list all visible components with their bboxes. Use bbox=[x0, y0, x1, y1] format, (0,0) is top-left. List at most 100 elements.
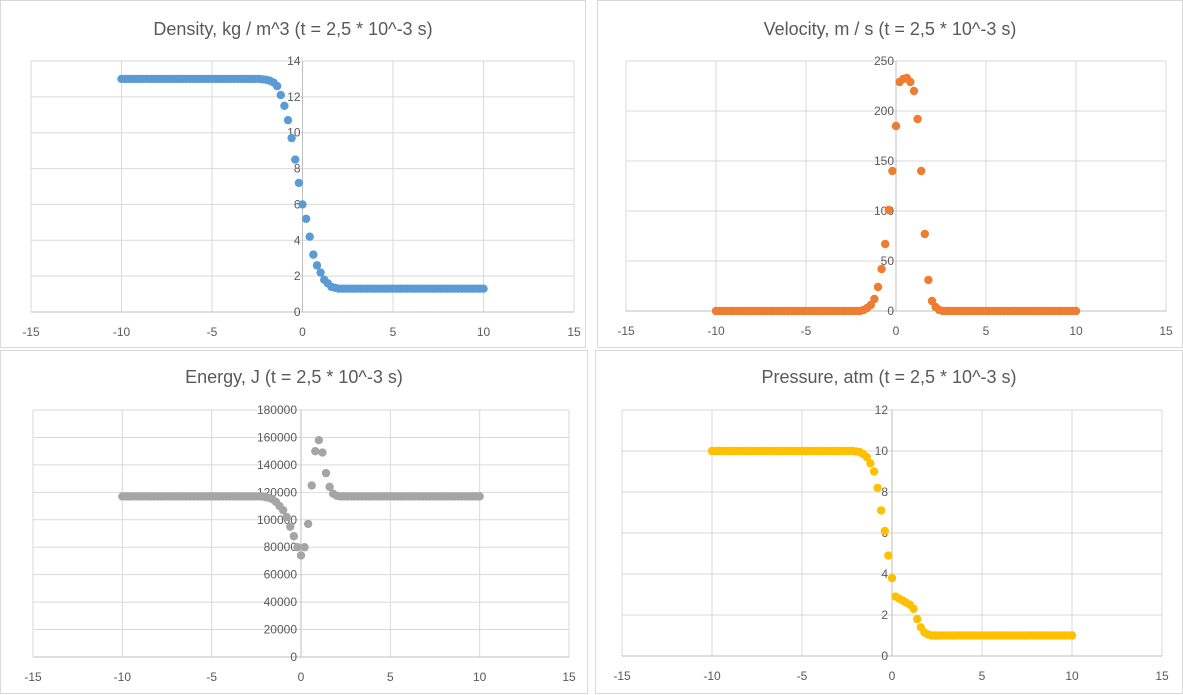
data-point bbox=[291, 155, 300, 164]
data-point bbox=[282, 512, 291, 522]
data-point bbox=[884, 551, 893, 560]
data-point bbox=[880, 526, 889, 536]
y-tick-label: 200 bbox=[874, 104, 894, 118]
data-point bbox=[873, 483, 882, 493]
data-point bbox=[316, 268, 325, 277]
x-tick-label: -15 bbox=[22, 325, 40, 339]
data-point bbox=[887, 573, 897, 583]
y-tick-label: 14 bbox=[287, 54, 301, 68]
data-point bbox=[283, 115, 293, 125]
y-tick-label: 80000 bbox=[264, 540, 298, 554]
x-tick-label: 5 bbox=[979, 669, 986, 683]
x-tick-label: 15 bbox=[1155, 669, 1169, 683]
data-point bbox=[888, 166, 897, 176]
x-tick-label: 15 bbox=[1159, 324, 1173, 338]
x-tick-label: 5 bbox=[983, 324, 990, 338]
x-tick-label: -5 bbox=[797, 669, 808, 683]
data-point bbox=[862, 452, 871, 462]
x-tick-label: 0 bbox=[299, 325, 306, 339]
x-tick-label: -5 bbox=[206, 670, 217, 684]
x-tick-label: 10 bbox=[1069, 324, 1083, 338]
energy-chart: -15 -10 -5 0 5 10 1502000040000600008000010000… bbox=[24, 403, 576, 684]
y-tick-label: 12 bbox=[875, 403, 889, 417]
y-tick-label: 60000 bbox=[264, 568, 298, 582]
x-tick-label: 5 bbox=[390, 325, 397, 339]
data-point bbox=[307, 481, 316, 490]
data-point bbox=[286, 522, 295, 531]
chart-title: Velocity, m / s (t = 2,5 * 10^-3 s) bbox=[763, 19, 1017, 39]
y-tick-label: 10 bbox=[875, 444, 889, 458]
x-tick-label: 0 bbox=[893, 324, 900, 338]
chart-title: Pressure, atm (t = 2,5 * 10^-3 s) bbox=[761, 367, 1017, 387]
data-point bbox=[920, 229, 929, 239]
y-tick-label: 4 bbox=[881, 567, 888, 581]
x-tick-label: -15 bbox=[617, 324, 635, 338]
data-point bbox=[272, 81, 282, 91]
data-point bbox=[293, 543, 302, 552]
data-point bbox=[276, 90, 285, 100]
data-point bbox=[321, 468, 331, 478]
data-point bbox=[909, 604, 918, 614]
x-tick-label: -10 bbox=[707, 324, 725, 338]
x-tick-label: -10 bbox=[113, 325, 131, 339]
x-tick-label: -10 bbox=[114, 670, 132, 684]
energy-chart-panel: Energy, J (t = 2,5 * 10^-3 s) -15 -10 -5 0 5… bbox=[0, 350, 588, 694]
data-point bbox=[298, 200, 307, 209]
data-point bbox=[296, 551, 306, 560]
y-tick-label: 180000 bbox=[257, 403, 297, 417]
x-tick-label: 0 bbox=[298, 670, 305, 684]
y-tick-label: 0 bbox=[294, 305, 301, 319]
data-point bbox=[869, 467, 879, 476]
data-point bbox=[866, 459, 875, 468]
data-point bbox=[325, 482, 334, 492]
density-chart-panel: Density, kg / m^3 (t = 2,5 * 10^-3 s) -1… bbox=[0, 0, 586, 348]
velocity-chart-panel: Velocity, m / s (t = 2,5 * 10^-3 s) -15 -… bbox=[597, 0, 1183, 348]
x-tick-label: -10 bbox=[703, 669, 721, 683]
data-point bbox=[877, 264, 886, 274]
data-point bbox=[305, 232, 314, 241]
data-point bbox=[881, 239, 890, 249]
data-point bbox=[287, 133, 296, 143]
y-tick-label: 0 bbox=[881, 649, 888, 663]
y-tick-label: 2 bbox=[881, 608, 888, 622]
x-tick-label: 10 bbox=[1065, 669, 1079, 683]
chart-title: Density, kg / m^3 (t = 2,5 * 10^-3 s) bbox=[153, 19, 433, 39]
data-point bbox=[475, 492, 484, 501]
data-point bbox=[877, 506, 886, 515]
y-tick-label: 150 bbox=[874, 154, 894, 168]
x-tick-label: 5 bbox=[387, 670, 394, 684]
x-tick-label: -5 bbox=[207, 325, 218, 339]
data-point bbox=[311, 446, 320, 456]
data-point bbox=[884, 205, 893, 215]
data-point bbox=[309, 250, 318, 259]
y-tick-label: 8 bbox=[294, 162, 301, 176]
x-tick-label: 10 bbox=[477, 325, 491, 339]
chart-title: Energy, J (t = 2,5 * 10^-3 s) bbox=[185, 367, 403, 387]
data-point bbox=[479, 284, 488, 293]
x-tick-label: 0 bbox=[889, 669, 896, 683]
y-tick-label: 4 bbox=[294, 233, 301, 247]
data-point bbox=[913, 614, 922, 624]
data-point bbox=[280, 101, 289, 111]
data-point bbox=[917, 166, 926, 176]
data-point bbox=[318, 448, 327, 457]
y-tick-label: 50 bbox=[881, 254, 895, 268]
data-point bbox=[303, 519, 313, 529]
data-point bbox=[891, 121, 901, 131]
x-tick-label: -15 bbox=[24, 670, 42, 684]
y-tick-label: 0 bbox=[887, 304, 894, 318]
y-tick-label: 160000 bbox=[257, 430, 297, 444]
y-tick-label: 6 bbox=[294, 197, 301, 211]
x-tick-label: 15 bbox=[562, 670, 576, 684]
data-point bbox=[924, 275, 933, 285]
y-tick-label: 0 bbox=[290, 650, 297, 664]
data-point bbox=[314, 435, 324, 445]
data-point bbox=[1071, 306, 1081, 316]
x-tick-label: 15 bbox=[567, 325, 581, 339]
data-point bbox=[909, 86, 919, 96]
data-point bbox=[289, 532, 299, 541]
data-point bbox=[300, 543, 309, 552]
